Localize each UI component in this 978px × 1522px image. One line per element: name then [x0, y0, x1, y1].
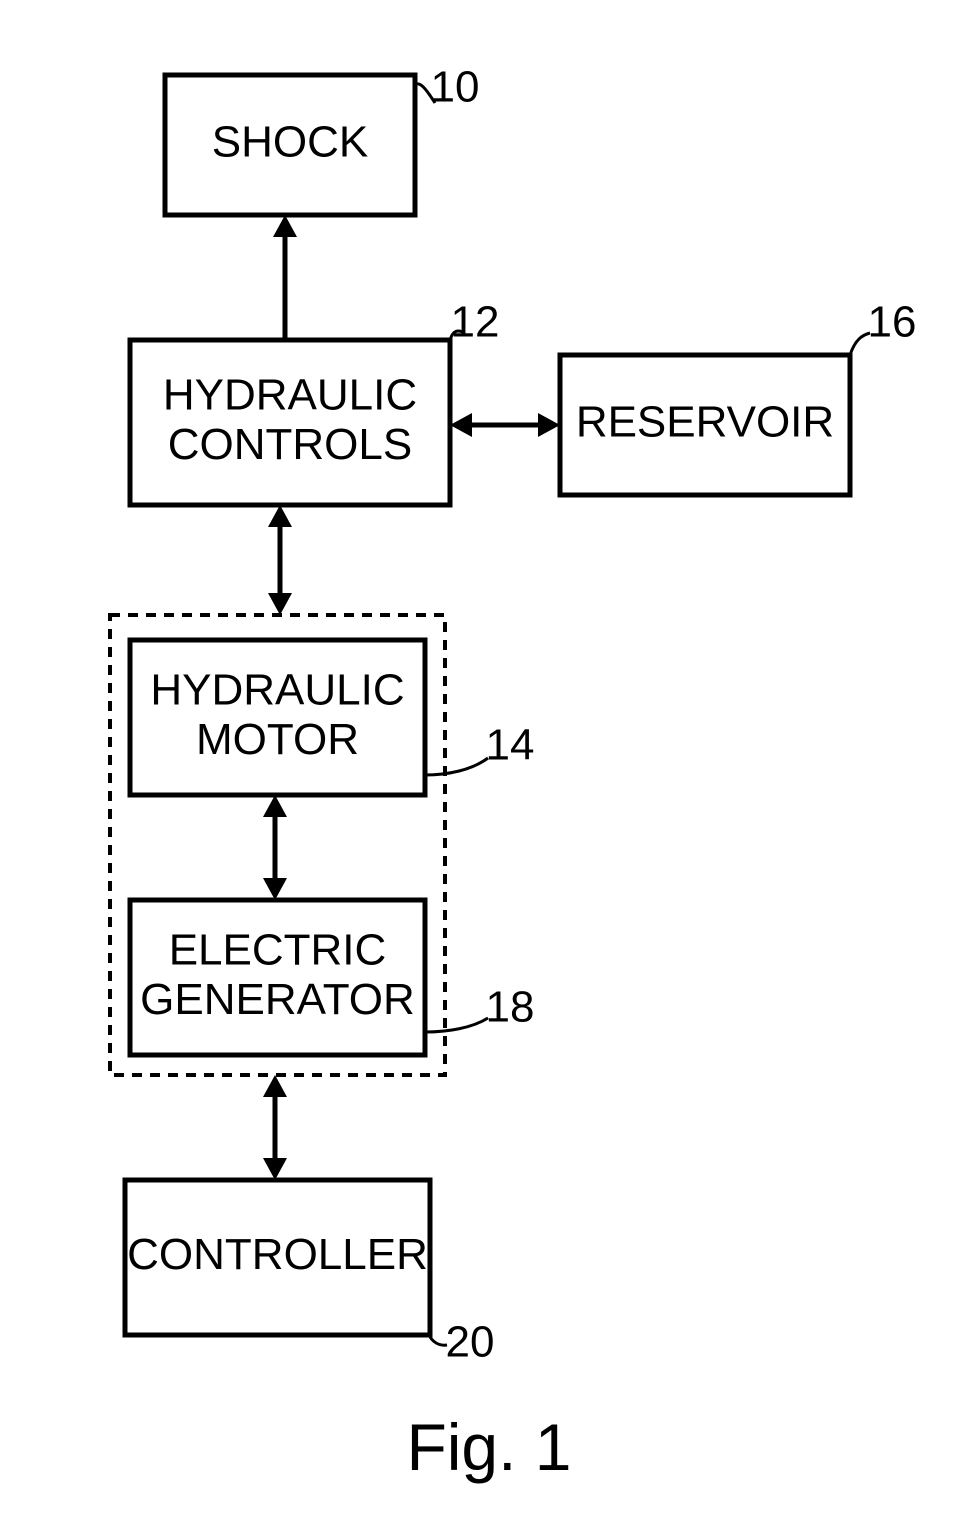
motor-label: MOTOR	[196, 715, 359, 764]
motor-ref: 14	[486, 721, 535, 770]
shock-label: SHOCK	[212, 118, 368, 167]
controls-label: CONTROLS	[168, 420, 412, 469]
generator-label: ELECTRIC	[169, 925, 387, 974]
controller-ref: 20	[446, 1318, 495, 1367]
generator-ref: 18	[486, 983, 535, 1032]
motor-label: HYDRAULIC	[150, 665, 404, 714]
figure-caption: Fig. 1	[406, 1410, 571, 1484]
shock-ref: 10	[431, 63, 480, 112]
reservoir-ref: 16	[868, 298, 917, 347]
controls-label: HYDRAULIC	[163, 370, 417, 419]
generator-label: GENERATOR	[140, 975, 415, 1024]
controller-label: CONTROLLER	[127, 1230, 428, 1279]
reservoir-label: RESERVOIR	[576, 398, 834, 447]
controls-ref: 12	[451, 298, 500, 347]
